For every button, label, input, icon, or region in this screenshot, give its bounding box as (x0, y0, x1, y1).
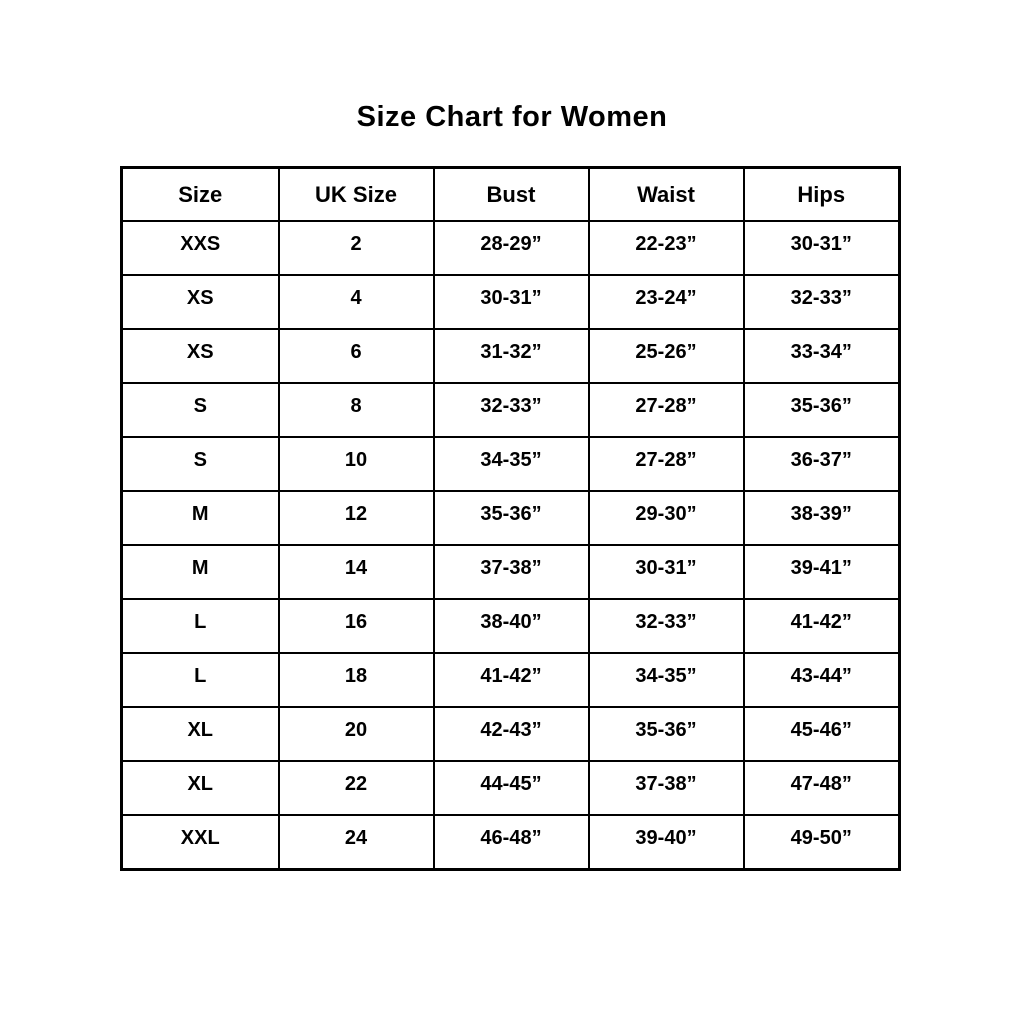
table-cell: 29-30” (587, 490, 745, 546)
table-cell: 30-31” (587, 544, 745, 600)
table-cell: 39-40” (587, 814, 745, 871)
column-header-waist: Waist (587, 166, 745, 222)
table-row: XXL 24 46-48” 39-40” 49-50” (120, 814, 901, 871)
table-cell: 33-34” (742, 328, 901, 384)
table-row: M 12 35-36” 29-30” 38-39” (120, 490, 901, 546)
table-cell: XL (120, 760, 280, 816)
table-cell: 6 (277, 328, 435, 384)
table-header-row: Size UK Size Bust Waist Hips (120, 166, 901, 222)
table-cell: 34-35” (432, 436, 590, 492)
table-row: S 8 32-33” 27-28” 35-36” (120, 382, 901, 438)
table-cell: 41-42” (742, 598, 901, 654)
table-cell: XS (120, 328, 280, 384)
table-cell: 44-45” (432, 760, 590, 816)
table-cell: 12 (277, 490, 435, 546)
table-cell: L (120, 652, 280, 708)
table-cell: 22-23” (587, 220, 745, 276)
table-row: XL 22 44-45” 37-38” 47-48” (120, 760, 901, 816)
table-cell: 39-41” (742, 544, 901, 600)
table-cell: 36-37” (742, 436, 901, 492)
table-cell: 28-29” (432, 220, 590, 276)
table-cell: XXL (120, 814, 280, 871)
table-cell: 4 (277, 274, 435, 330)
table-cell: 34-35” (587, 652, 745, 708)
column-header-size: Size (120, 166, 280, 222)
table-cell: 22 (277, 760, 435, 816)
table-cell: 25-26” (587, 328, 745, 384)
table-row: L 18 41-42” 34-35” 43-44” (120, 652, 901, 708)
table-cell: 20 (277, 706, 435, 762)
table-cell: 32-33” (742, 274, 901, 330)
table-row: XS 4 30-31” 23-24” 32-33” (120, 274, 901, 330)
table-cell: XXS (120, 220, 280, 276)
table-row: L 16 38-40” 32-33” 41-42” (120, 598, 901, 654)
table-cell: 32-33” (432, 382, 590, 438)
table-cell: XS (120, 274, 280, 330)
table-cell: 27-28” (587, 382, 745, 438)
table-cell: 30-31” (742, 220, 901, 276)
table-cell: 30-31” (432, 274, 590, 330)
table-cell: XL (120, 706, 280, 762)
table-cell: 43-44” (742, 652, 901, 708)
table-cell: 37-38” (587, 760, 745, 816)
size-chart-table: Size UK Size Bust Waist Hips XXS 2 28-29” 2… (120, 166, 901, 871)
table-cell: 38-39” (742, 490, 901, 546)
column-header-bust: Bust (432, 166, 590, 222)
table-cell: 23-24” (587, 274, 745, 330)
table-cell: 37-38” (432, 544, 590, 600)
table-cell: 35-36” (587, 706, 745, 762)
table-body: XXS 2 28-29” 22-23” 30-31” XS 4 30-31” 23-24” 32-… (120, 220, 901, 871)
table-row: M 14 37-38” 30-31” 39-41” (120, 544, 901, 600)
table-cell: 38-40” (432, 598, 590, 654)
table-cell: 42-43” (432, 706, 590, 762)
table-cell: 8 (277, 382, 435, 438)
table-cell: 24 (277, 814, 435, 871)
table-cell: M (120, 544, 280, 600)
table-cell: 27-28” (587, 436, 745, 492)
table-cell: 35-36” (742, 382, 901, 438)
table-cell: L (120, 598, 280, 654)
table-cell: 14 (277, 544, 435, 600)
table-cell: 2 (277, 220, 435, 276)
table-row: XL 20 42-43” 35-36” 45-46” (120, 706, 901, 762)
table-cell: 31-32” (432, 328, 590, 384)
column-header-hips: Hips (742, 166, 901, 222)
table-row: XXS 2 28-29” 22-23” 30-31” (120, 220, 901, 276)
table-cell: S (120, 436, 280, 492)
page-title: Size Chart for Women (356, 101, 668, 133)
table-cell: 45-46” (742, 706, 901, 762)
table-row: S 10 34-35” 27-28” 36-37” (120, 436, 901, 492)
table-cell: M (120, 490, 280, 546)
table-cell: 35-36” (432, 490, 590, 546)
table-cell: 46-48” (432, 814, 590, 871)
table-cell: 18 (277, 652, 435, 708)
table-cell: 41-42” (432, 652, 590, 708)
table-row: XS 6 31-32” 25-26” 33-34” (120, 328, 901, 384)
table-cell: 49-50” (742, 814, 901, 871)
column-header-uk-size: UK Size (277, 166, 435, 222)
table-cell: 10 (277, 436, 435, 492)
table-cell: 16 (277, 598, 435, 654)
table-cell: 47-48” (742, 760, 901, 816)
table-cell: 32-33” (587, 598, 745, 654)
table-cell: S (120, 382, 280, 438)
table-header: Size UK Size Bust Waist Hips (120, 166, 901, 222)
